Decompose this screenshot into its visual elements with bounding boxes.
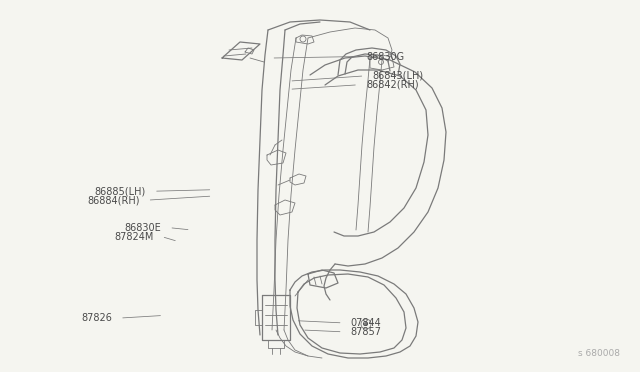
Text: 86842(RH): 86842(RH) — [366, 80, 419, 90]
Text: 87857: 87857 — [351, 327, 381, 337]
Text: 86884(RH): 86884(RH) — [87, 195, 140, 205]
Circle shape — [364, 322, 368, 326]
Text: 86830E: 86830E — [125, 223, 161, 232]
Text: s 680008: s 680008 — [578, 349, 620, 358]
Text: 86843(LH): 86843(LH) — [372, 71, 424, 81]
Text: 07844: 07844 — [351, 318, 381, 328]
Text: 87826: 87826 — [81, 313, 112, 323]
Text: 86885(LH): 86885(LH) — [95, 186, 146, 196]
Text: 86830G: 86830G — [366, 52, 404, 61]
Text: 87824M: 87824M — [114, 232, 154, 241]
